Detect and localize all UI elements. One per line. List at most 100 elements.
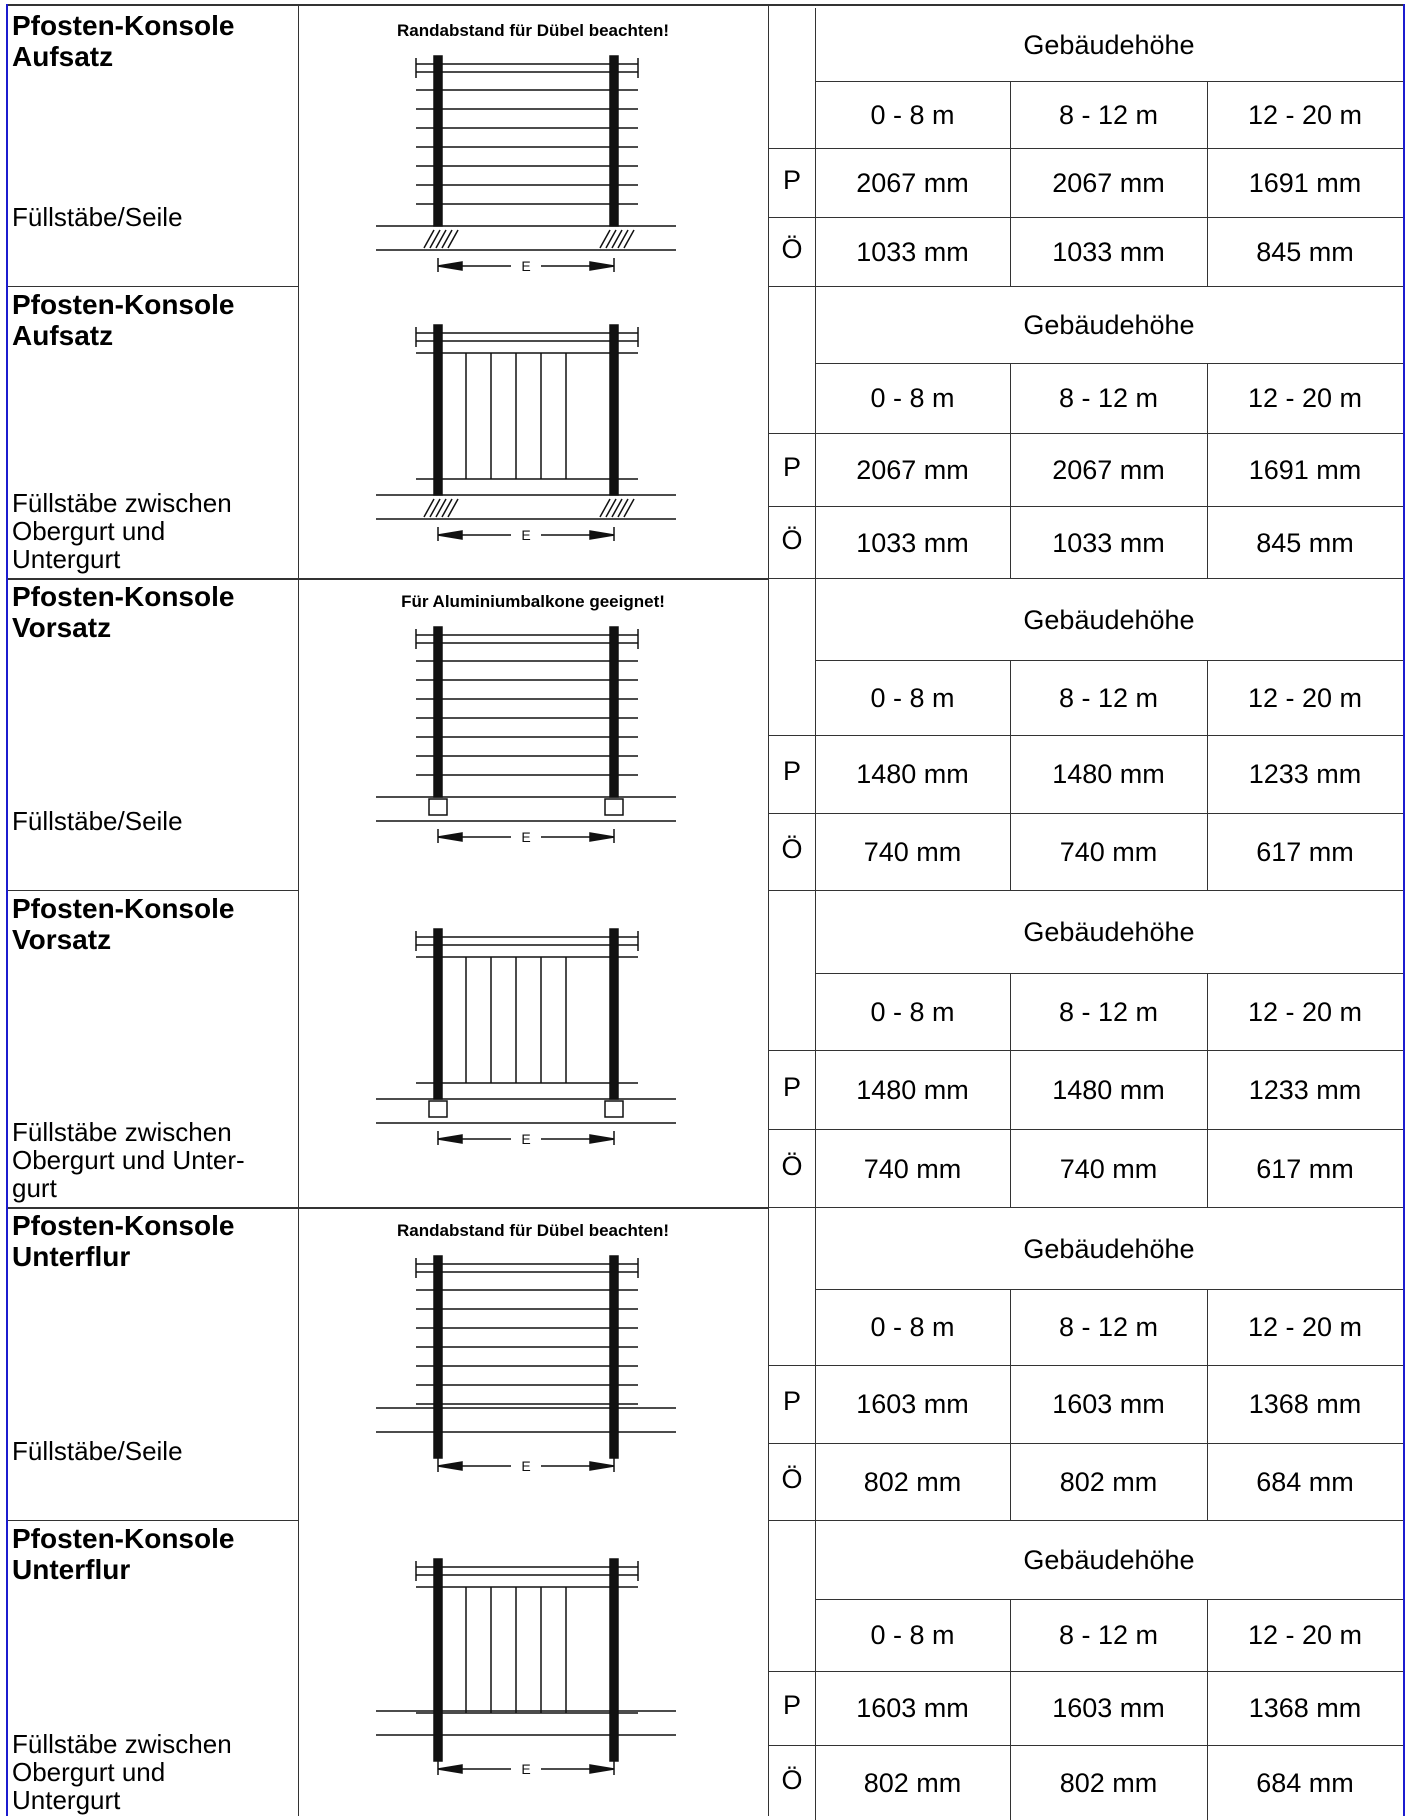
table-v-line — [815, 891, 816, 1208]
infill-label: Füllstäbe zwischen — [12, 1117, 232, 1147]
infill-label: Untergurt — [12, 1785, 121, 1815]
label-p: P — [782, 1690, 801, 1720]
variant-title: Unterflur — [12, 1554, 131, 1585]
table-h-line — [815, 1289, 1403, 1290]
table-h-line — [768, 735, 1403, 736]
label-o: Ö — [781, 1464, 803, 1494]
sheet-border-right — [1403, 4, 1405, 1816]
value-p: 2067 mm — [856, 454, 969, 485]
sheet-border-left — [6, 4, 8, 1816]
label-p: P — [782, 1386, 801, 1416]
table-v-line — [815, 8, 816, 287]
railing-drawing: E — [376, 1558, 676, 1777]
pair-separator — [8, 1207, 768, 1209]
column-divider-drawing — [298, 4, 299, 1816]
railing-drawing: E — [376, 1255, 676, 1474]
infill-label: Obergurt und Unter- — [12, 1145, 245, 1175]
value-p: 2067 mm — [1052, 167, 1165, 198]
table-v-line — [1207, 1289, 1208, 1521]
dimension-label: E — [521, 258, 530, 274]
value-o: 684 mm — [1256, 1467, 1354, 1497]
table-h-line — [815, 81, 1403, 82]
value-o: 740 mm — [1059, 1153, 1158, 1184]
railing-drawing: E — [376, 928, 676, 1147]
value-p: 2067 mm — [856, 167, 969, 198]
label-o: Ö — [781, 1764, 803, 1795]
variant-title: Pfosten-Konsole — [12, 1523, 235, 1554]
label-p: P — [782, 451, 801, 482]
height-range: 8 - 12 m — [1058, 996, 1159, 1027]
value-o: 1033 mm — [1052, 237, 1165, 267]
table-separator — [768, 578, 1403, 579]
drawing-note: Randabstand für Dübel beachten! — [396, 1221, 670, 1240]
variant-title: Unterflur — [12, 1241, 131, 1272]
variant-title: Aufsatz — [12, 320, 114, 351]
building-height-header: Gebäudehöhe — [1023, 1233, 1195, 1264]
value-p: 1691 mm — [1248, 167, 1362, 198]
table-v-line — [1207, 363, 1208, 579]
table-v-line — [1207, 660, 1208, 891]
value-p: 1368 mm — [1248, 1693, 1362, 1723]
table-v-line — [1010, 1599, 1011, 1820]
row-separator — [8, 1520, 298, 1521]
value-o: 1033 mm — [856, 237, 969, 267]
variant-title: Pfosten-Konsole — [12, 893, 235, 924]
value-o: 740 mm — [863, 837, 962, 867]
table-v-line — [1010, 1289, 1011, 1521]
table-h-line — [815, 973, 1403, 974]
table-h-line — [768, 148, 1403, 149]
height-range: 8 - 12 m — [1058, 99, 1159, 130]
value-p: 2067 mm — [1052, 454, 1165, 485]
table-h-line — [768, 506, 1403, 507]
height-range: 12 - 20 m — [1247, 1312, 1363, 1342]
variant-title: Pfosten-Konsole — [12, 289, 235, 320]
building-height-header: Gebäudehöhe — [1023, 1545, 1195, 1575]
dimension-label: E — [521, 1131, 530, 1147]
variant-title: Pfosten-Konsole — [12, 581, 235, 612]
variant-title: Aufsatz — [12, 41, 114, 72]
table-h-line — [768, 1443, 1403, 1444]
value-o: 802 mm — [1059, 1467, 1158, 1497]
table-h-line — [768, 1745, 1403, 1746]
table-h-line — [768, 217, 1403, 218]
value-p: 1480 mm — [1052, 1074, 1165, 1105]
label-p: P — [782, 164, 801, 195]
value-p: 1480 mm — [856, 1074, 969, 1105]
table-v-line — [1010, 81, 1011, 287]
table-separator — [768, 286, 1403, 287]
table-v-line — [1207, 973, 1208, 1208]
infill-label: Füllstäbe/Seile — [12, 202, 183, 232]
height-range: 12 - 20 m — [1247, 996, 1363, 1027]
building-height-header: Gebäudehöhe — [1023, 604, 1195, 635]
table-v-line — [1207, 1599, 1208, 1820]
label-o: Ö — [781, 524, 803, 555]
table-h-line — [768, 1129, 1403, 1130]
height-range: 0 - 8 m — [870, 383, 955, 413]
infill-label: Füllstäbe/Seile — [12, 806, 183, 836]
drawing-note: Randabstand für Dübel beachten! — [396, 21, 670, 40]
railing-drawing: E — [376, 55, 676, 274]
table-h-line — [815, 660, 1403, 661]
railing-drawing: E — [376, 324, 676, 543]
value-o: 1033 mm — [1052, 527, 1165, 558]
value-o: 684 mm — [1256, 1767, 1354, 1798]
value-p: 1480 mm — [856, 759, 969, 789]
height-range: 12 - 20 m — [1247, 682, 1363, 713]
value-o: 802 mm — [1059, 1767, 1158, 1798]
value-o: 617 mm — [1256, 837, 1354, 867]
table-v-line — [815, 1208, 816, 1521]
table-v-line — [1207, 81, 1208, 287]
value-p: 1480 mm — [1052, 759, 1165, 789]
value-o: 617 mm — [1256, 1153, 1354, 1184]
variant-title: Vorsatz — [12, 924, 112, 955]
table-h-line — [768, 433, 1403, 434]
value-p: 1691 mm — [1248, 454, 1362, 485]
height-range: 8 - 12 m — [1058, 682, 1159, 713]
variant-title: Pfosten-Konsole — [12, 10, 235, 41]
infill-label: Füllstäbe/Seile — [12, 1436, 183, 1466]
value-o: 740 mm — [1059, 837, 1158, 867]
label-p: P — [782, 756, 801, 786]
column-divider-letters — [768, 4, 769, 1816]
table-h-line — [815, 1599, 1403, 1600]
height-range: 12 - 20 m — [1247, 99, 1363, 130]
